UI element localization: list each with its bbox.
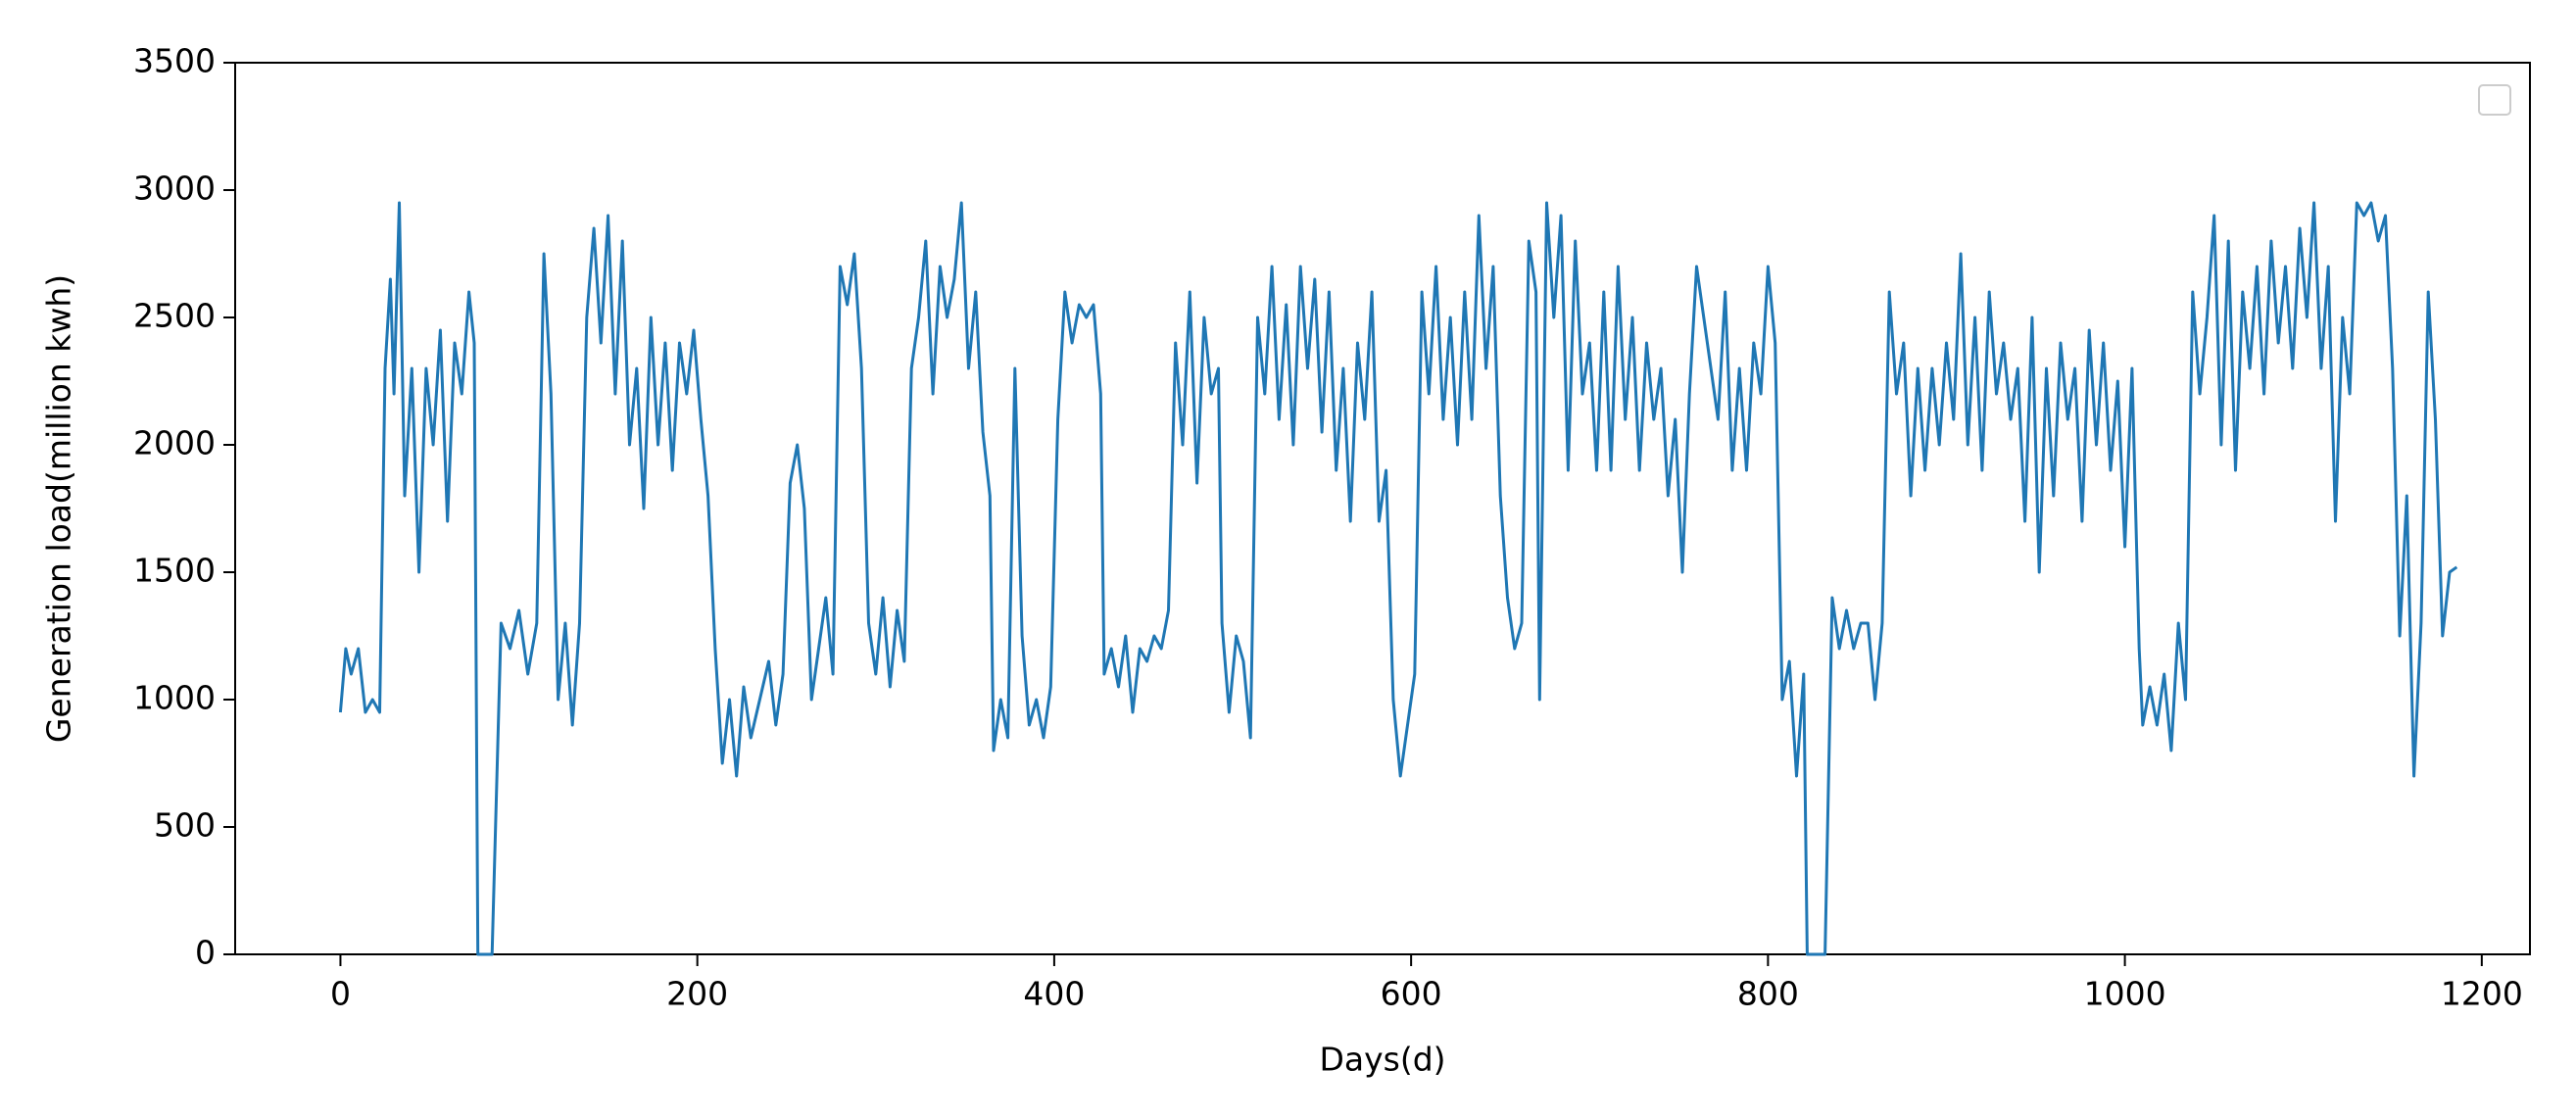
y-tick-label: 500 — [154, 806, 216, 845]
y-tick-label: 3500 — [133, 42, 216, 80]
y-tick-label: 2500 — [133, 297, 216, 335]
y-tick-label: 3000 — [133, 170, 216, 208]
x-tick-label: 400 — [1023, 975, 1085, 1013]
x-tick-label: 800 — [1737, 975, 1799, 1013]
x-tick-label: 1000 — [2084, 975, 2166, 1013]
y-tick-label: 1000 — [133, 679, 216, 717]
data-line — [338, 201, 2458, 956]
x-tick-label: 0 — [330, 975, 351, 1013]
x-tick-label: 200 — [666, 975, 728, 1013]
y-tick-label: 2000 — [133, 424, 216, 462]
x-tick-label: 600 — [1381, 975, 1442, 1013]
plot-frame — [234, 62, 2531, 955]
y-axis-label: Generation load(million kwh) — [40, 274, 78, 743]
x-tick-label: 1200 — [2441, 975, 2523, 1013]
legend-box — [2478, 84, 2511, 116]
y-tick-label: 0 — [195, 934, 216, 972]
y-tick-label: 1500 — [133, 552, 216, 590]
x-axis-label: Days(d) — [1319, 1041, 1445, 1079]
